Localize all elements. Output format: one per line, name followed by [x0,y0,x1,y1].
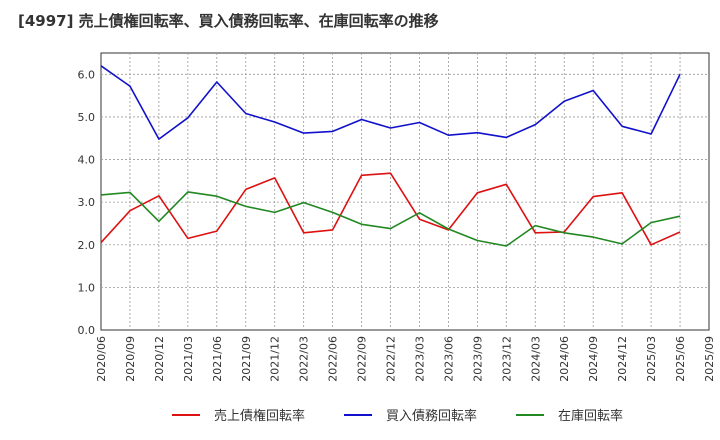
x-tick-label: 2021/06 [211,336,224,382]
series-line-1 [100,65,681,140]
x-tick-label: 2025/03 [645,336,658,382]
x-tick-label: 2021/09 [240,336,253,382]
x-tick-label: 2020/09 [124,336,137,382]
x-tick-label: 2020/06 [95,336,108,382]
x-tick-label: 2023/09 [471,336,484,382]
legend-label-0: 売上債権回転率 [214,408,305,424]
x-tick-label: 2024/03 [529,336,542,382]
x-tick-label: 2025/09 [703,336,716,382]
x-tick-label: 2023/12 [500,336,513,382]
x-tick-label: 2020/12 [153,336,166,382]
y-tick-label: 5.0 [78,111,96,124]
grid-lines [101,53,709,330]
y-tick-label: 0.0 [78,324,96,337]
y-tick-label: 1.0 [78,281,96,294]
series-line-2 [100,191,681,247]
x-tick-label: 2023/06 [442,336,455,382]
plot-frame [100,52,710,331]
x-tick-label: 2024/09 [587,336,600,382]
series-line-0 [100,172,681,246]
x-tick-label: 2024/06 [558,336,571,382]
y-tick-label: 4.0 [78,154,96,167]
series-lines [100,65,681,247]
x-tick-label: 2021/03 [182,336,195,382]
x-axis-ticks: 2020/06 2020/09 2020/12 2021/03 2021/06 2021/… [95,336,716,382]
x-tick-label: 2024/12 [616,336,629,382]
chart-title: [4997] 売上債権回転率、買入債務回転率、在庫回転率の推移 [18,12,439,30]
x-tick-label: 2021/12 [269,336,282,382]
x-tick-label: 2022/06 [327,336,340,382]
x-tick-label: 2022/09 [356,336,369,382]
y-tick-label: 3.0 [78,196,96,209]
legend-label-1: 買入債務回転率 [386,408,477,424]
x-tick-label: 2025/06 [674,336,687,382]
legend-label-2: 在庫回転率 [558,408,623,424]
x-tick-label: 2023/03 [413,336,426,382]
x-tick-label: 2022/12 [385,336,398,382]
y-tick-label: 6.0 [78,68,96,81]
y-tick-label: 2.0 [78,239,96,252]
legend: 売上債権回転率 買入債務回転率 在庫回転率 [172,408,623,424]
x-tick-label: 2022/03 [298,336,311,382]
y-axis-ticks: 0.0 1.0 2.0 3.0 4.0 5.0 6.0 [78,68,96,337]
